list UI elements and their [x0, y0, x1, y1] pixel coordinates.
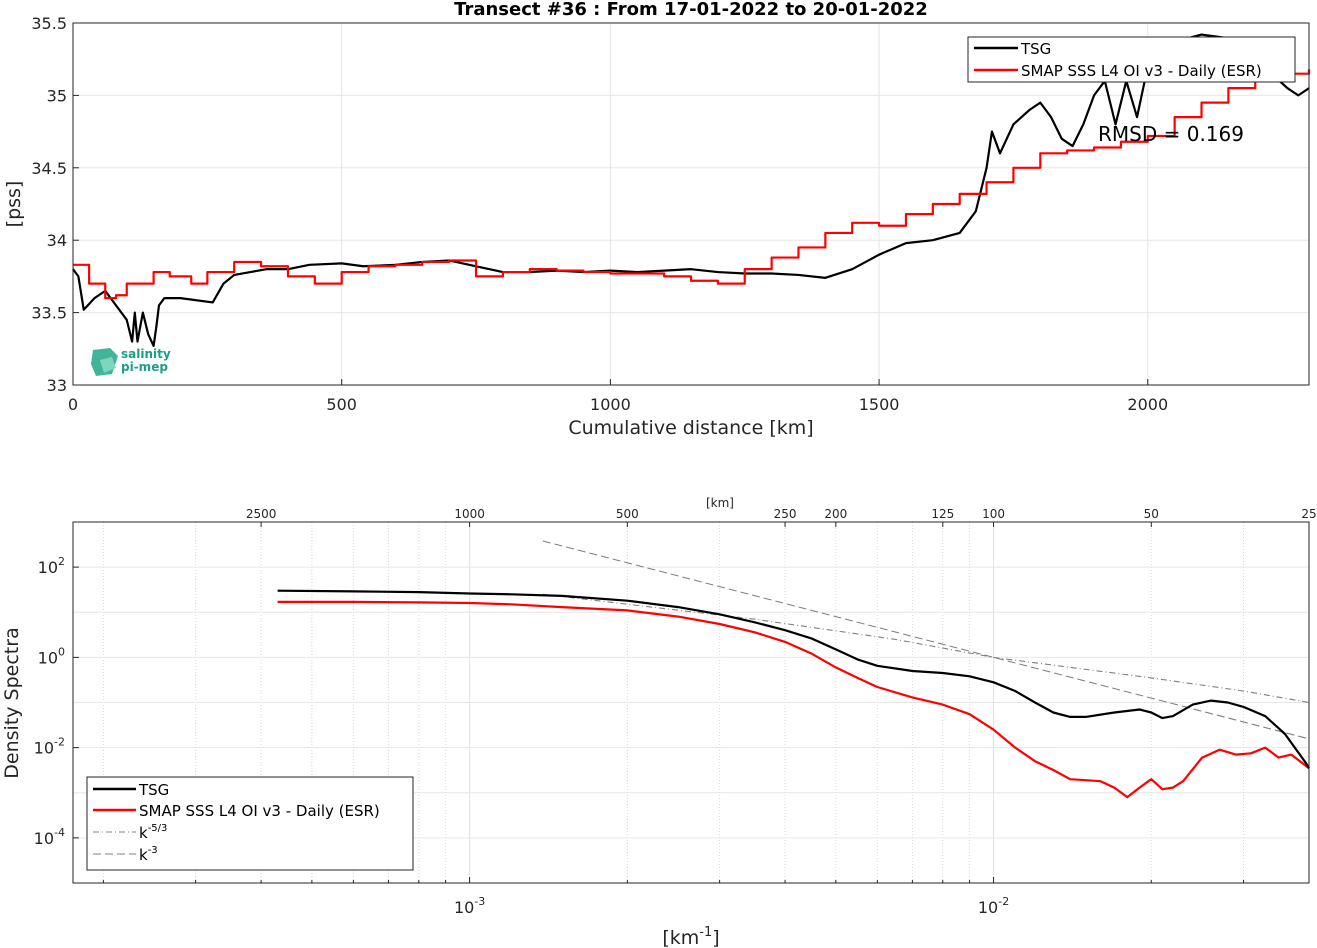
legend-k53-exp: -5/3: [148, 823, 168, 834]
figure-title: Transect #36 : From 17-01-2022 to 20-01-…: [454, 0, 928, 20]
top-axes-frame: [72, 22, 1310, 386]
bottom-series-k3-line: [542, 540, 1310, 740]
bottom-series-smap-line: [277, 600, 1310, 799]
top-y-tick-label: 33: [47, 376, 67, 395]
bottom-ticks: 10-3 10-2 10-4 10-2 100 102 2500 1000 500 250 200 1…: [34, 507, 1317, 917]
top-x-axis-label: Cumulative distance [km]: [568, 417, 813, 439]
top-ticks: 0 500 1000 1500 2000 33 33.5 34 34.5 35 35.5: [31, 14, 1168, 414]
top-legend-box: [967, 36, 1296, 83]
top-km-tick-label: 50: [1144, 507, 1159, 521]
bottom-y-axis-label: Density Spectra: [1, 627, 23, 778]
bottom-y-tick-label: 10-4: [34, 826, 65, 848]
top-x-tick-label: 500: [326, 395, 357, 414]
top-y-axis-label: [pss]: [3, 181, 25, 228]
top-y-tick-label: 33.5: [31, 304, 67, 323]
top-legend-label-tsg: TSG: [1020, 40, 1051, 58]
top-y-tick-label: 35.5: [31, 14, 67, 33]
bottom-axes-frame: [72, 521, 1310, 884]
top-x-tick-label: 1000: [590, 395, 631, 414]
top-km-tick-label: 1000: [454, 507, 485, 521]
legend-k3-base: k: [139, 846, 148, 864]
top-series-tsg-line: [72, 33, 1310, 348]
bottom-legend-label-tsg: TSG: [138, 781, 169, 799]
top-km-tick-label: 125: [931, 507, 954, 521]
top-legend-label-smap: SMAP SSS L4 OI v3 - Daily (ESR): [1021, 62, 1262, 80]
logo-text-salinity: salinity: [121, 347, 171, 361]
logo-mark-shade: [100, 357, 116, 373]
top-y-tick-label: 34: [47, 231, 67, 250]
bottom-legend: TSG SMAP SSS L4 OI v3 - Daily (ESR) k-5/…: [86, 776, 414, 871]
top-km-tick-label: 100: [982, 507, 1005, 521]
bottom-y-tick-label: 102: [38, 555, 65, 577]
top-km-tick-label: 2500: [246, 507, 277, 521]
top-series: [72, 33, 1311, 348]
bottom-y-tick-label: 100: [38, 645, 65, 667]
bottom-x-axis-label: [km-1]: [662, 925, 719, 948]
top-y-tick-label: 34.5: [31, 159, 67, 178]
top-chart: 0 500 1000 1500 2000 33 33.5 34 34.5 35 35.5 Cumul…: [3, 14, 1311, 439]
salinity-pi-mep-logo: salinity pi-mep: [91, 347, 171, 376]
bottom-series-tsg-line: [277, 589, 1310, 769]
bottom-series: [277, 540, 1310, 799]
bottom-y-tick-label: 10-2: [34, 736, 65, 758]
bottom-chart: 10-3 10-2 10-4 10-2 100 102 2500 1000 500 250 200 1…: [1, 496, 1317, 948]
legend-k3-exp: -3: [148, 845, 158, 856]
top-km-tick-label: 25: [1301, 507, 1316, 521]
top-x-tick-label: 1500: [859, 395, 900, 414]
bottom-legend-label-smap: SMAP SSS L4 OI v3 - Daily (ESR): [139, 802, 380, 820]
top-km-tick-label: 200: [824, 507, 847, 521]
bottom-series-k53-line: [542, 593, 1310, 704]
bottom-x-tick-label: 10-2: [978, 895, 1009, 917]
legend-k53-base: k: [139, 824, 148, 842]
bottom-legend-label-k3: k-3: [139, 845, 158, 864]
bottom-legend-label-k53: k-5/3: [139, 823, 167, 842]
logo-text-pimep: pi-mep: [121, 360, 168, 374]
top-x-tick-label: 2000: [1127, 395, 1168, 414]
bottom-x-tick-label: 10-3: [454, 895, 485, 917]
top-legend: TSG SMAP SSS L4 OI v3 - Daily (ESR): [967, 36, 1296, 83]
top-km-axis-label: [km]: [706, 496, 734, 510]
top-series-smap-line: [73, 69, 1311, 300]
top-km-tick-label: 500: [616, 507, 639, 521]
top-y-tick-label: 35: [47, 86, 67, 105]
top-km-tick-label: 250: [774, 507, 797, 521]
bottom-legend-box: [86, 776, 414, 871]
rmsd-annotation: RMSD = 0.169: [1098, 122, 1244, 146]
top-x-tick-label: 0: [68, 395, 78, 414]
